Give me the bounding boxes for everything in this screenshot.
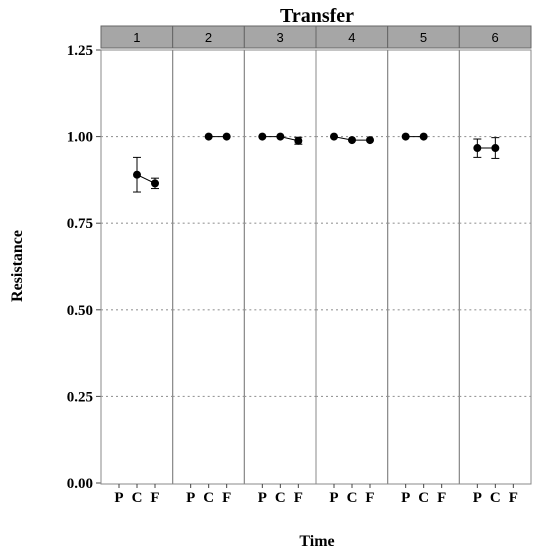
data-point bbox=[473, 144, 482, 153]
facet-panel-4: 4 P C F bbox=[315, 25, 389, 506]
x-tick-label: F bbox=[222, 490, 231, 506]
facet-strip-label: 5 bbox=[420, 30, 427, 45]
panels: 1P C F2P C F3P C F4P C F5P C F6P C F bbox=[100, 25, 532, 506]
data-point bbox=[330, 132, 338, 141]
panel-border bbox=[315, 49, 389, 485]
data-point bbox=[222, 132, 231, 141]
x-axis-title: Time bbox=[299, 533, 334, 550]
x-tick-label: C bbox=[275, 490, 286, 506]
y-axis-title: Resistance bbox=[9, 230, 26, 302]
facet-panel-6: 6 P C F bbox=[458, 25, 532, 506]
facet-panel-2: 2 P C F bbox=[172, 25, 245, 506]
y-tick-label: 1.00 bbox=[67, 130, 93, 146]
facet-strip bbox=[458, 25, 532, 49]
y-tick-label: 0.75 bbox=[67, 216, 93, 232]
data-point bbox=[419, 132, 428, 141]
data-point bbox=[204, 132, 213, 141]
facet-strip-label: 2 bbox=[205, 30, 212, 45]
x-tick-label: P bbox=[401, 490, 410, 506]
data-point bbox=[276, 132, 285, 141]
facet-panel-3: 3 P C F bbox=[243, 25, 317, 506]
facet-strip-label: 1 bbox=[133, 30, 140, 45]
x-tick-label: C bbox=[490, 490, 501, 506]
data-point bbox=[258, 132, 267, 141]
panel-border bbox=[172, 49, 245, 485]
x-tick-label: P bbox=[114, 490, 123, 506]
facet-strip-label: 4 bbox=[348, 30, 355, 45]
data-point bbox=[401, 132, 410, 141]
x-tick-label: P bbox=[329, 490, 338, 506]
data-point bbox=[491, 144, 500, 153]
x-tick-label: C bbox=[132, 490, 143, 506]
data-point bbox=[133, 170, 141, 179]
y-tick-label: 0.50 bbox=[67, 303, 93, 319]
x-tick-label: P bbox=[473, 490, 482, 506]
y-tick-label: 0.25 bbox=[67, 389, 93, 405]
panel-border bbox=[243, 49, 317, 485]
x-tick-label: F bbox=[150, 490, 159, 506]
data-point bbox=[366, 136, 374, 145]
data-point bbox=[151, 179, 159, 188]
x-tick-label: F bbox=[509, 490, 518, 506]
facet-strip-label: 3 bbox=[277, 30, 284, 45]
x-tick-label: C bbox=[418, 490, 429, 506]
x-tick-label: F bbox=[437, 490, 446, 506]
panel-border bbox=[387, 49, 460, 485]
x-tick-label: P bbox=[186, 490, 195, 506]
data-point bbox=[348, 136, 356, 145]
panel-border bbox=[100, 49, 174, 485]
chart-title: Transfer bbox=[280, 5, 354, 27]
facet-panel-5: 5 P C F bbox=[387, 25, 460, 506]
y-tick-label: 1.25 bbox=[67, 43, 93, 59]
facet-panel-1: 1 P C F bbox=[100, 25, 174, 506]
x-tick-label: P bbox=[258, 490, 267, 506]
facet-strip-label: 6 bbox=[492, 30, 499, 45]
y-tick-label: 0.00 bbox=[67, 476, 93, 492]
panel-border bbox=[458, 49, 532, 485]
x-tick-label: F bbox=[294, 490, 303, 506]
data-point bbox=[294, 136, 303, 145]
x-tick-label: F bbox=[365, 490, 374, 506]
x-tick-label: C bbox=[203, 490, 214, 506]
y-axis: 0.00 0.25 0.50 0.75 1.00 1.25 bbox=[67, 43, 102, 492]
x-tick-label: C bbox=[347, 490, 358, 506]
